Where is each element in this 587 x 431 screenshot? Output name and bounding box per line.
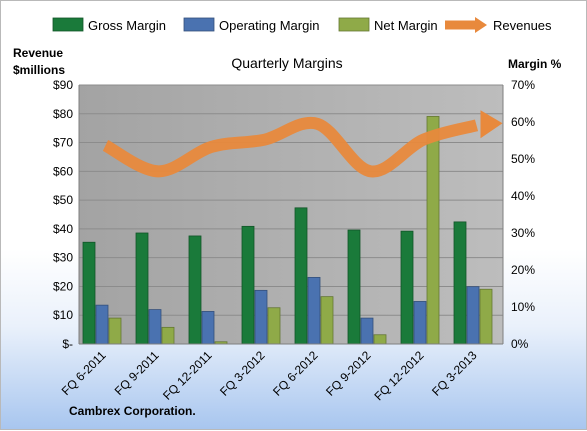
revenues-arrowhead xyxy=(480,110,503,139)
net-margin-bar xyxy=(320,296,334,345)
operating-margin-legend-label: Operating Margin xyxy=(219,18,319,33)
footer-company: Cambrex Corporation. xyxy=(69,404,196,418)
operating-margin-bar xyxy=(201,311,215,345)
operating-margin-bar xyxy=(413,301,427,345)
gross-margin-bar xyxy=(294,207,308,345)
gross-margin-bar xyxy=(453,221,467,345)
gross-margin-legend-label: Gross Margin xyxy=(88,18,166,33)
left-tick-label: $60 xyxy=(53,164,73,178)
x-tick-label: FQ 12-2011 xyxy=(160,348,215,403)
x-tick-label: FQ 3-2013 xyxy=(429,348,480,399)
revenues-line xyxy=(102,116,479,178)
revenues-legend-label: Revenues xyxy=(493,18,552,33)
right-tick-label: 20% xyxy=(511,263,535,277)
operating-margin-bar xyxy=(148,309,162,345)
right-axis-title: Margin % xyxy=(508,57,562,71)
net-margin-legend-swatch xyxy=(338,17,370,32)
x-tick-label: FQ 9-2011 xyxy=(112,348,162,398)
x-tick-label: FQ 6-2011 xyxy=(59,348,109,398)
chart-title: Quarterly Margins xyxy=(231,55,342,71)
net-margin-bar xyxy=(161,326,175,345)
right-tick-label: 60% xyxy=(511,115,535,129)
right-tick-label: 10% xyxy=(511,300,535,314)
net-margin-bar xyxy=(426,116,440,345)
operating-margin-bar xyxy=(95,304,109,345)
operating-margin-bar xyxy=(360,317,374,345)
net-margin-legend-label: Net Margin xyxy=(374,18,438,33)
gross-margin-bar xyxy=(400,230,414,345)
right-tick-label: 50% xyxy=(511,152,535,166)
net-margin-bar xyxy=(108,317,122,345)
right-tick-label: 40% xyxy=(511,189,535,203)
x-tick-label: FQ 9-2012 xyxy=(323,348,374,399)
left-tick-label: $20 xyxy=(53,279,73,293)
x-tick-label: FQ 6-2012 xyxy=(270,348,321,399)
net-margin-bar xyxy=(373,334,387,345)
right-tick-label: 70% xyxy=(511,78,535,92)
right-tick-label: 30% xyxy=(511,226,535,240)
left-tick-label: $10 xyxy=(53,308,73,322)
net-margin-bar xyxy=(479,288,493,345)
operating-margin-legend-swatch xyxy=(183,17,215,32)
left-tick-label: $30 xyxy=(53,251,73,265)
net-margin-bar xyxy=(267,307,281,345)
operating-margin-bar xyxy=(254,289,268,345)
left-tick-label: $70 xyxy=(53,136,73,150)
gross-margin-legend-swatch xyxy=(52,17,84,32)
revenues-legend-arrow xyxy=(475,17,487,33)
left-tick-label: $80 xyxy=(53,107,73,121)
right-tick-label: 0% xyxy=(511,337,529,351)
operating-margin-bar xyxy=(307,276,321,345)
left-tick-label: $- xyxy=(62,337,73,351)
x-tick-label: FQ 3-2012 xyxy=(217,348,268,399)
left-axis-title-line1: Revenue xyxy=(13,46,63,60)
gross-margin-bar xyxy=(135,232,149,345)
left-tick-label: $90 xyxy=(53,78,73,92)
left-tick-label: $50 xyxy=(53,193,73,207)
left-axis-title-line2: $millions xyxy=(13,63,65,77)
gross-margin-bar xyxy=(82,241,96,345)
gross-margin-bar xyxy=(347,229,361,345)
gross-margin-bar xyxy=(241,225,255,345)
left-tick-label: $40 xyxy=(53,222,73,236)
x-tick-label: FQ 12-2012 xyxy=(371,348,426,403)
operating-margin-bar xyxy=(466,286,480,345)
gross-margin-bar xyxy=(188,235,202,345)
